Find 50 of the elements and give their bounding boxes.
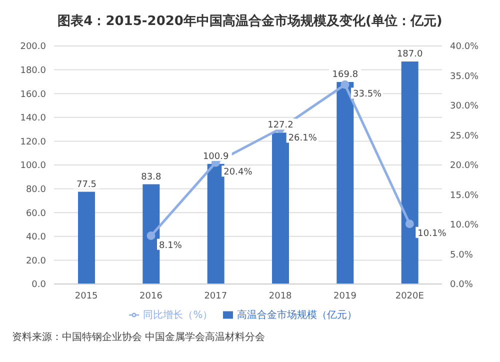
y2-tick-label: 10.0%	[450, 220, 480, 231]
y2-tick-label: 25.0%	[450, 131, 480, 142]
data-label: 26.1%	[288, 134, 318, 144]
data-label: 83.8	[141, 172, 162, 182]
y-tick-label: 40.0	[26, 232, 46, 243]
y-tick-label: 200.0	[20, 42, 46, 52]
bar	[78, 192, 95, 284]
chart-title: 图表4：2015-2020年中国高温合金市场规模及变化(单位：亿元)	[56, 12, 444, 31]
y2-tick-label: 35.0%	[450, 72, 480, 82]
legend-label: 高温合金市场规模（亿元）	[236, 310, 357, 321]
y2-tick-label: 40.0%	[450, 42, 480, 52]
x-tick-label: 2019	[334, 291, 357, 302]
point	[405, 220, 414, 228]
point	[146, 232, 156, 240]
y-tick-label: 20.0	[26, 256, 46, 266]
bar	[401, 61, 418, 284]
y2-tick-label: 20.0%	[450, 161, 480, 172]
bar	[272, 132, 289, 284]
x-tick-label: 2015	[74, 291, 98, 302]
legend-label: 同比增长（%）	[143, 310, 213, 321]
y-tick-label: 120.0	[20, 137, 46, 148]
y2-tick-label: 5.0%	[450, 250, 474, 260]
y-tick-label: 160.0	[20, 90, 46, 100]
data-label: 187.0	[396, 49, 423, 60]
x-tick-label: 2018	[268, 291, 292, 302]
data-label: 169.8	[332, 70, 358, 80]
data-label: 8.1%	[159, 240, 182, 251]
bar	[336, 82, 354, 284]
data-label: 10.1%	[418, 228, 447, 239]
y-tick-label: 100.0	[20, 161, 46, 172]
data-label: 127.2	[268, 120, 294, 131]
x-tick-label: 2020E	[395, 291, 424, 302]
data-label: 77.5	[76, 180, 97, 190]
x-tick-label: 2017	[204, 291, 228, 302]
y-tick-label: 80.0	[26, 184, 46, 195]
y2-tick-label: 30.0%	[450, 102, 480, 112]
y2-tick-label: 0.0%	[450, 280, 474, 290]
point	[340, 80, 350, 89]
text: 资料来源：中国特钢企业协会 中国金属学会高温材料分会	[11, 330, 266, 344]
y-tick-label: 180.0	[20, 66, 46, 76]
y-tick-label: 0.0	[32, 280, 46, 290]
data-label: 33.5%	[353, 90, 382, 100]
data-label: 100.9	[202, 152, 229, 162]
y-tick-label: 140.0	[20, 114, 46, 124]
x-tick-label: 2016	[140, 291, 163, 302]
data-label: 20.4%	[224, 168, 253, 178]
y-tick-label: 60.0	[26, 208, 46, 219]
bar	[142, 184, 160, 284]
y2-tick-label: 15.0%	[450, 190, 480, 201]
bar	[207, 164, 224, 284]
